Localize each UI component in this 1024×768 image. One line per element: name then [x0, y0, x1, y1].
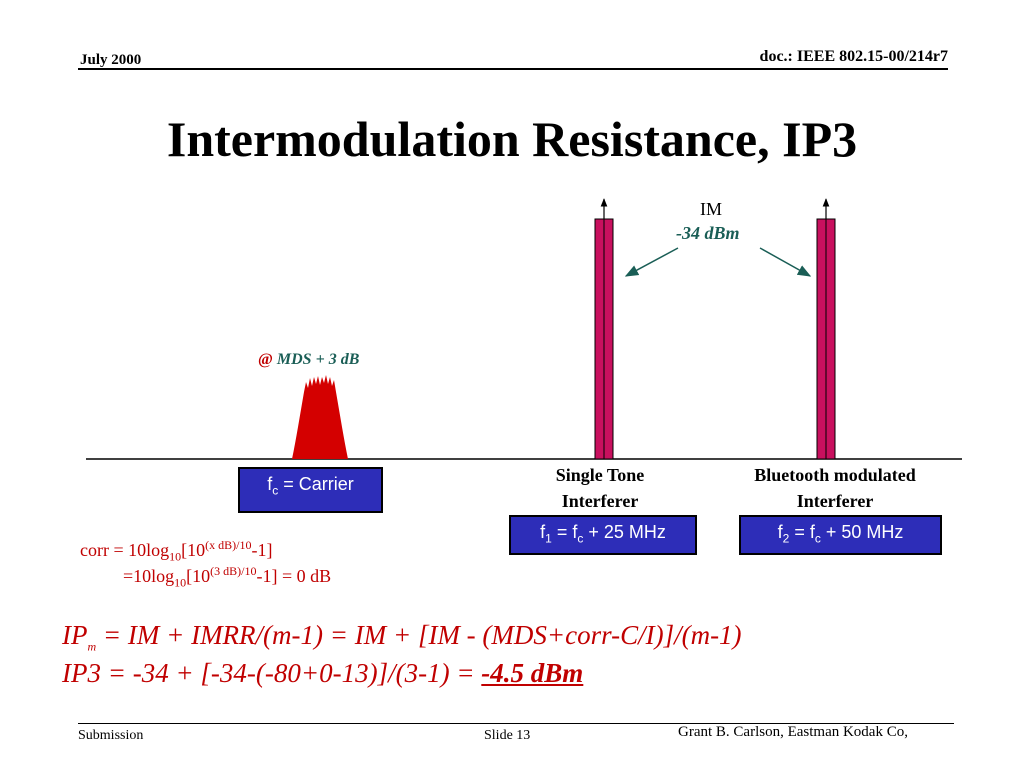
- footer-author: Grant B. Carlson, Eastman Kodak Co,: [678, 724, 908, 740]
- footer-rule: [78, 723, 954, 724]
- carrier-box: fc = Carrier: [238, 467, 383, 513]
- ipm-rest: = IM + IMRR/(m-1) = IM + [IM - (MDS+corr…: [96, 620, 742, 650]
- corr2-c: -1] = 0 dB: [256, 566, 332, 586]
- ipm-sub: m: [87, 639, 97, 654]
- corr2-sup: (3 dB)/10: [210, 564, 257, 578]
- corr-formula-line2: =10log10[10(3 dB)/10-1] = 0 dB: [123, 558, 331, 596]
- corr-formula-line1: corr = 10log10[10(x dB)/10-1]: [80, 532, 272, 570]
- single-tone-line1: Single Tone: [555, 465, 645, 485]
- spectrum-diagram: [86, 198, 962, 460]
- f1-sub2: c: [577, 531, 584, 546]
- ipm-ip: IP: [62, 620, 88, 650]
- carrier-spectrum: [292, 375, 348, 459]
- single-tone-label: Single Tone Interferer: [520, 462, 680, 514]
- corr2-sub: 10: [174, 575, 187, 590]
- im-value: -34 dBm: [676, 223, 740, 243]
- f2-sub2: c: [814, 531, 821, 546]
- bluetooth-line1: Bluetooth modulated: [754, 465, 916, 485]
- im-label: IM: [700, 199, 722, 219]
- carrier-f: f: [267, 474, 273, 494]
- f1-mid: = f: [551, 522, 578, 542]
- corr1-c: -1]: [251, 540, 273, 560]
- im-arrow-left: [624, 247, 679, 277]
- f2-mid: = f: [789, 522, 815, 542]
- ip3-result: -4.5 dBm: [481, 658, 584, 688]
- corr1-b: [10: [181, 540, 206, 560]
- corr1-sup: (x dB)/10: [205, 538, 252, 552]
- header-doc-id: doc.: IEEE 802.15-00/214r7: [759, 48, 948, 65]
- footer-slide-number: Slide 13: [484, 728, 531, 743]
- bluetooth-line2: Interferer: [796, 491, 874, 511]
- f1-f: f: [540, 522, 546, 542]
- corr1-sub: 10: [169, 549, 182, 564]
- slide-title: Intermodulation Resistance, IP3: [166, 111, 858, 167]
- f2-sub1: 2: [782, 531, 790, 546]
- carrier-sub: c: [272, 483, 279, 498]
- mds-annotation: @ MDS + 3 dB: [258, 351, 359, 369]
- header-date: July 2000: [80, 52, 142, 68]
- f1-sub1: 1: [545, 531, 552, 546]
- f1-rest: + 25 MHz: [583, 522, 666, 542]
- bluetooth-label: Bluetooth modulated Interferer: [710, 462, 960, 514]
- corr2-b: [10: [186, 566, 211, 586]
- im-arrow-right: [759, 247, 812, 277]
- mds-text: MDS + 3 dB: [276, 351, 360, 368]
- footer-submission: Submission: [78, 728, 144, 743]
- corr1-a: corr = 10log: [80, 540, 170, 560]
- ip3-text: IP3 = -34 + [-34-(-80+0-13)]/(3-1) =: [62, 658, 482, 688]
- f1-box: f1 = fc + 25 MHz: [509, 515, 697, 555]
- ip3-equation: IP3 = -34 + [-34-(-80+0-13)]/(3-1) = -4.…: [62, 658, 583, 689]
- carrier-text: = Carrier: [278, 474, 354, 494]
- single-tone-line2: Interferer: [561, 491, 639, 511]
- f2-box: f2 = fc + 50 MHz: [739, 515, 942, 555]
- corr2-a: =10log: [123, 566, 175, 586]
- mds-at-symbol: @: [258, 351, 273, 368]
- header-rule: [78, 68, 948, 70]
- f2-rest: + 50 MHz: [820, 522, 904, 542]
- ipm-equation: IPm = IM + IMRR/(m-1) = IM + [IM - (MDS+…: [62, 620, 742, 654]
- f2-f: f: [777, 522, 783, 542]
